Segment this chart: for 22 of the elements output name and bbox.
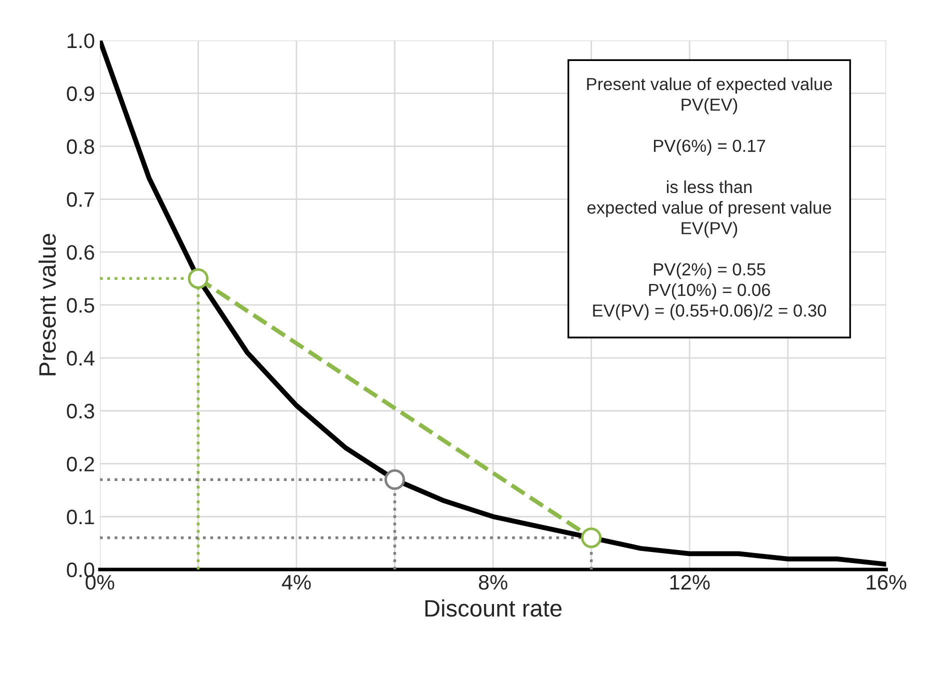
x-axis-title: Discount rate <box>425 599 562 617</box>
x-tick-label: 16% <box>866 574 906 590</box>
y-tick-label: 0.9 <box>66 86 94 102</box>
y-axis-title: Present value <box>38 234 56 376</box>
annotation: Present value of expected value PV(EV) <box>587 77 832 114</box>
y-tick-label: 0.5 <box>66 298 94 313</box>
annotation: PV(6%) = 0.17 <box>654 139 766 156</box>
x-tick-label: 8% <box>478 574 508 590</box>
y-tick-label: 1.0 <box>68 33 94 48</box>
x-tick-label: 0% <box>86 574 114 590</box>
y-tick-label: 0.6 <box>66 245 94 260</box>
annotation: is less than expected value of present value EV(PV) <box>587 180 832 238</box>
y-tick-label: 0.0 <box>66 562 94 578</box>
y-tick-label: 0.4 <box>66 350 94 366</box>
y-tick-label: 0.2 <box>66 456 94 472</box>
x-tick-label: 4% <box>282 575 311 590</box>
y-tick-label: 0.3 <box>66 404 94 419</box>
y-tick-label: 0.7 <box>66 192 94 207</box>
annotation: PV(2%) = 0.55 PV(10%) = 0.06 EV(PV) = (0.55+0.06)/2 = 0.30 <box>593 262 826 320</box>
y-tick-label: 0.1 <box>66 510 94 524</box>
y-tick-label: 0.8 <box>66 139 94 154</box>
x-tick-label: 12% <box>670 574 710 590</box>
